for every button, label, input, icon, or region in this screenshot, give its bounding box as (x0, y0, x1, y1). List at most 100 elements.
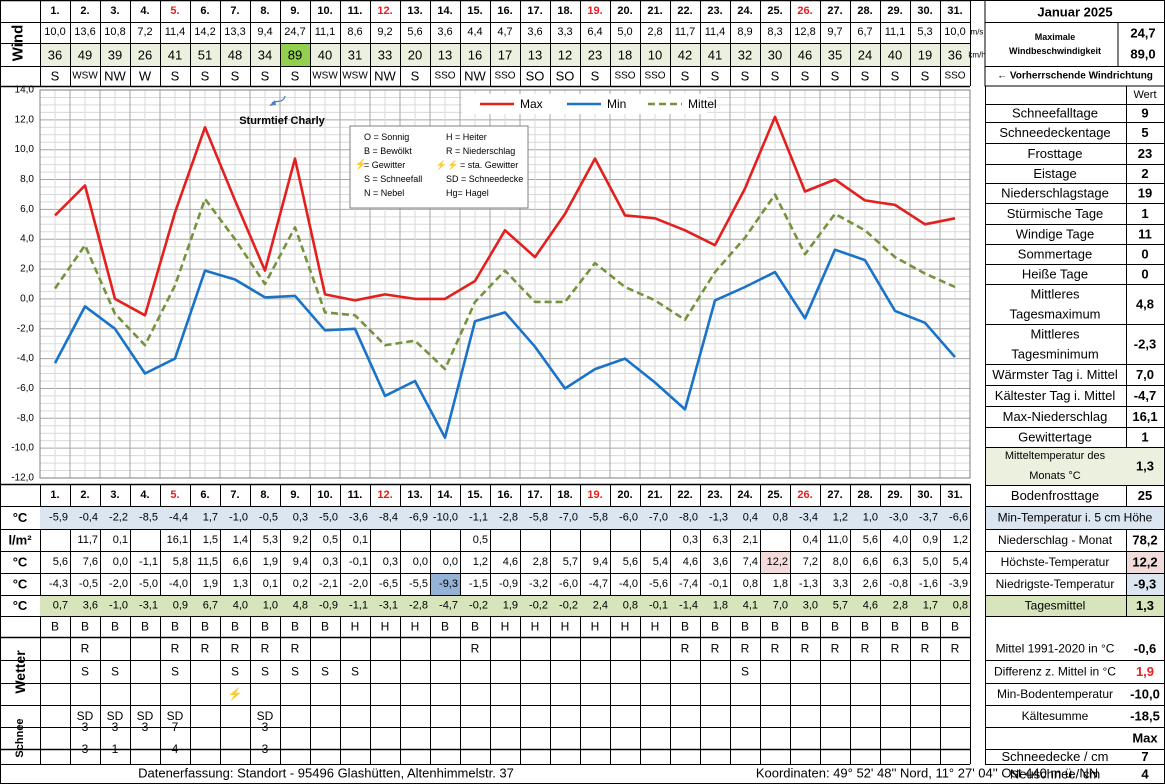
weather-code: R (81, 642, 90, 656)
snow-depth-value: 3 (82, 720, 89, 734)
row-value-min: -1,5 (469, 578, 488, 590)
series-line-min (53, 248, 956, 440)
stat-value: -4,7 (1134, 388, 1156, 403)
weather-code: R (831, 642, 840, 656)
day-header-bottom: 7. (230, 489, 239, 501)
day-header: 19. (587, 5, 602, 17)
row-value-min: -9,3 (439, 578, 458, 590)
wind-direction: SSO (944, 71, 965, 82)
wind-direction: WSW (312, 71, 338, 82)
weather-code: B (51, 620, 59, 634)
row-value-min5: -0,5 (259, 512, 278, 524)
wind-direction: S (261, 69, 270, 84)
row-value-mean: -4,7 (439, 600, 458, 612)
weather-code: B (741, 620, 749, 634)
row-value-min5: -0,4 (79, 512, 98, 524)
row-value-min5: -2,8 (499, 512, 518, 524)
row-bg-min5 (40, 507, 970, 529)
stat-value: 12,2 (1132, 555, 1157, 570)
day-header: 14. (437, 5, 452, 17)
row-value-mean: 0,9 (173, 600, 188, 612)
wind-direction: NW (374, 69, 396, 84)
snow-depth-value: 3 (142, 720, 149, 734)
row-value-min: 1,8 (773, 578, 788, 590)
weather-code: B (141, 620, 149, 634)
day-header-bottom: 9. (290, 489, 299, 501)
day-header: 29. (887, 5, 902, 17)
wind-kmh-value: 13 (528, 48, 542, 63)
row-value-rain: 2,1 (743, 534, 758, 546)
day-header: 7. (230, 5, 239, 17)
day-header-bottom: 18. (557, 489, 572, 501)
weather-code: SD (257, 709, 274, 723)
row-value-max: 9,4 (593, 556, 608, 568)
weather-code: H (651, 620, 660, 634)
right-header-frame (984, 0, 1165, 87)
wind-kmh-value: 13 (438, 48, 452, 63)
stat-label: Gewittertage (1018, 430, 1092, 445)
row-value-min: 1,9 (203, 578, 218, 590)
wind-max-highlight (280, 43, 310, 66)
day-header: 10. (317, 5, 332, 17)
weather-code: H (561, 620, 570, 634)
extreme-highlight-max (761, 552, 790, 573)
day-header: 27. (827, 5, 842, 17)
row-value-min: -2,1 (319, 578, 338, 590)
row-value-max: 1,2 (473, 556, 488, 568)
row-value-rain: 6,3 (713, 534, 728, 546)
symbol-legend-right: H = Heiter (446, 132, 487, 142)
day-header: 30. (917, 5, 932, 17)
day-header-bottom: 31. (947, 489, 962, 501)
wind-kmh-value: 46 (798, 48, 812, 63)
weather-code: SD (107, 709, 124, 723)
stat-value: 4,8 (1136, 297, 1154, 312)
stat-label: Differenz z. Mittel in °C (994, 665, 1116, 679)
row-value-max: 4,6 (503, 556, 518, 568)
day-header: 2. (80, 5, 89, 17)
extreme-highlight-min (431, 574, 460, 595)
day-header: 13. (407, 5, 422, 17)
stats-mean-bg (986, 596, 1164, 616)
weather-code: B (171, 620, 179, 634)
stat-value: 11 (1138, 227, 1152, 242)
row-value-min5: -1,3 (709, 512, 728, 524)
weather-code: B (921, 620, 929, 634)
wind-kmh-value: 17 (498, 48, 512, 63)
wind-ms-value: 13,3 (224, 26, 245, 38)
wind-unit-kmh: km/h (968, 51, 985, 60)
weather-code: H (501, 620, 510, 634)
day-header: 12. (377, 5, 392, 17)
wind-direction: S (741, 69, 750, 84)
row-value-min: -2,0 (109, 578, 128, 590)
weather-code: S (81, 665, 89, 679)
row-value-max: 5,6 (623, 556, 638, 568)
wind-direction: S (891, 69, 900, 84)
stat-value: 2 (1141, 166, 1148, 181)
storm-arrowhead (269, 100, 276, 106)
weather-code: B (111, 620, 119, 634)
legend-entry: Max (520, 97, 543, 111)
double-lightning-icon: ⚡⚡ (436, 159, 458, 171)
weather-code: R (231, 642, 240, 656)
row-value-min: -6,5 (379, 578, 398, 590)
y-tick-label: 2,0 (20, 264, 34, 275)
wind-direction: S (801, 69, 810, 84)
weather-code: B (891, 620, 899, 634)
wind-kmh-value: 20 (408, 48, 422, 63)
row-value-min5: -5,0 (319, 512, 338, 524)
wind-kmh-value: 36 (48, 48, 62, 63)
wind-kmh-value: 35 (828, 48, 842, 63)
weather-code: B (441, 620, 449, 634)
row-value-min5: -3,0 (889, 512, 908, 524)
wind-ms-value: 9,7 (827, 26, 842, 38)
weather-code: B (801, 620, 809, 634)
row-value-min: -4,7 (589, 578, 608, 590)
stat-label: Mittleres (1030, 327, 1080, 342)
row-unit-min5: °C (13, 510, 28, 525)
weather-code: S (261, 665, 269, 679)
stat-value: 16,1 (1132, 409, 1157, 424)
row-value-rain: 1,2 (953, 534, 968, 546)
row-value-min: -4,3 (49, 578, 68, 590)
row-value-rain: 11,0 (827, 534, 848, 546)
row-value-min5: -6,6 (949, 512, 968, 524)
